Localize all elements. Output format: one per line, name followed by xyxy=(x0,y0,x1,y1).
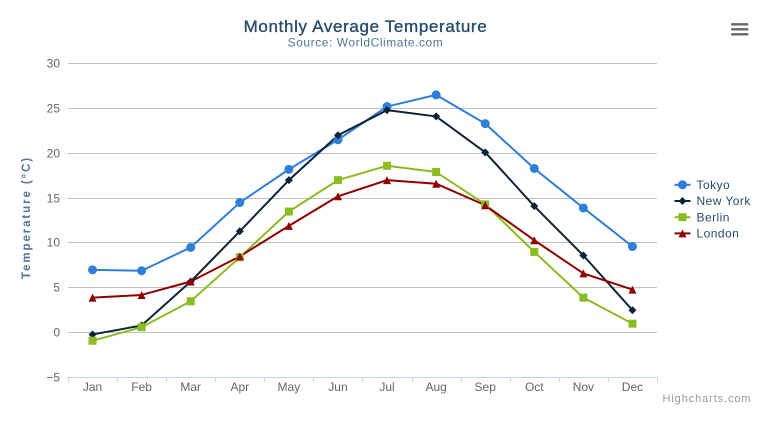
svg-text:15: 15 xyxy=(47,192,61,206)
svg-text:New York: New York xyxy=(697,194,752,208)
svg-text:Mar: Mar xyxy=(180,380,201,394)
svg-text:London: London xyxy=(697,227,740,241)
svg-text:Highcharts.com: Highcharts.com xyxy=(662,393,751,405)
svg-text:5: 5 xyxy=(53,281,60,295)
svg-text:Berlin: Berlin xyxy=(697,210,730,224)
svg-text:Feb: Feb xyxy=(131,380,152,394)
svg-text:0: 0 xyxy=(53,326,60,340)
svg-text:Temperature (°C): Temperature (°C) xyxy=(21,156,33,279)
svg-text:Aug: Aug xyxy=(425,380,446,394)
svg-text:−5: −5 xyxy=(46,371,60,385)
svg-text:Dec: Dec xyxy=(622,380,643,394)
svg-text:Jun: Jun xyxy=(328,380,347,394)
svg-text:Sep: Sep xyxy=(475,380,497,394)
svg-text:30: 30 xyxy=(47,57,61,71)
svg-text:Tokyo: Tokyo xyxy=(697,178,731,192)
svg-text:Monthly Average Temperature: Monthly Average Temperature xyxy=(244,17,488,36)
svg-text:20: 20 xyxy=(47,147,61,161)
svg-text:Apr: Apr xyxy=(230,380,249,394)
svg-text:May: May xyxy=(278,380,301,394)
svg-text:Oct: Oct xyxy=(525,380,544,394)
svg-text:Source: WorldClimate.com: Source: WorldClimate.com xyxy=(288,36,444,50)
svg-text:10: 10 xyxy=(47,236,61,250)
svg-text:Nov: Nov xyxy=(573,380,594,394)
svg-text:Jul: Jul xyxy=(379,380,394,394)
svg-text:Jan: Jan xyxy=(83,380,102,394)
svg-text:25: 25 xyxy=(47,102,61,116)
